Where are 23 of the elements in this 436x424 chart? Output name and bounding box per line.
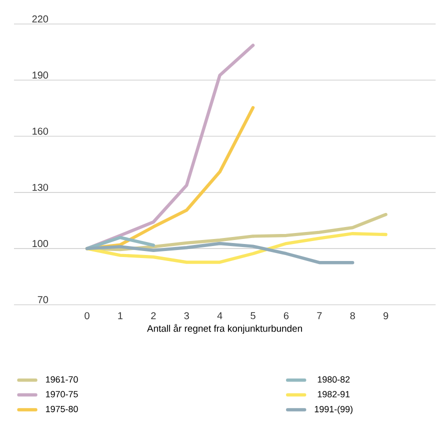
x-axis-title: Antall år regnet fra konjunkturbunden [147, 324, 302, 334]
y-tick-label: 220 [32, 16, 48, 23]
x-tick-label: 0 [84, 312, 90, 320]
x-tick-label: 5 [250, 312, 256, 320]
legend-label: 1970-75 [46, 391, 78, 398]
x-tick-label: 1 [118, 312, 123, 320]
x-tick-label: 3 [184, 312, 189, 320]
legend-label: 1980-82 [318, 376, 350, 383]
y-tick-label: 130 [32, 184, 48, 192]
x-tick-label: 6 [284, 312, 289, 320]
x-tick-label: 2 [151, 312, 156, 320]
x-tick-label: 9 [384, 312, 388, 320]
legend-label: 1982-91 [318, 391, 350, 398]
legend-label: 1975-80 [46, 406, 78, 412]
y-tick-label: 100 [32, 240, 48, 248]
legend-label: 1991-(99) [314, 406, 352, 414]
x-tick-label: 8 [350, 312, 355, 320]
y-tick-label: 160 [32, 128, 48, 135]
x-tick-label: 7 [317, 312, 322, 320]
y-tick-label: 70 [38, 296, 48, 304]
legend-label: 1961-70 [46, 376, 78, 383]
x-tick-label: 4 [217, 312, 222, 320]
y-tick-label: 190 [32, 72, 48, 79]
